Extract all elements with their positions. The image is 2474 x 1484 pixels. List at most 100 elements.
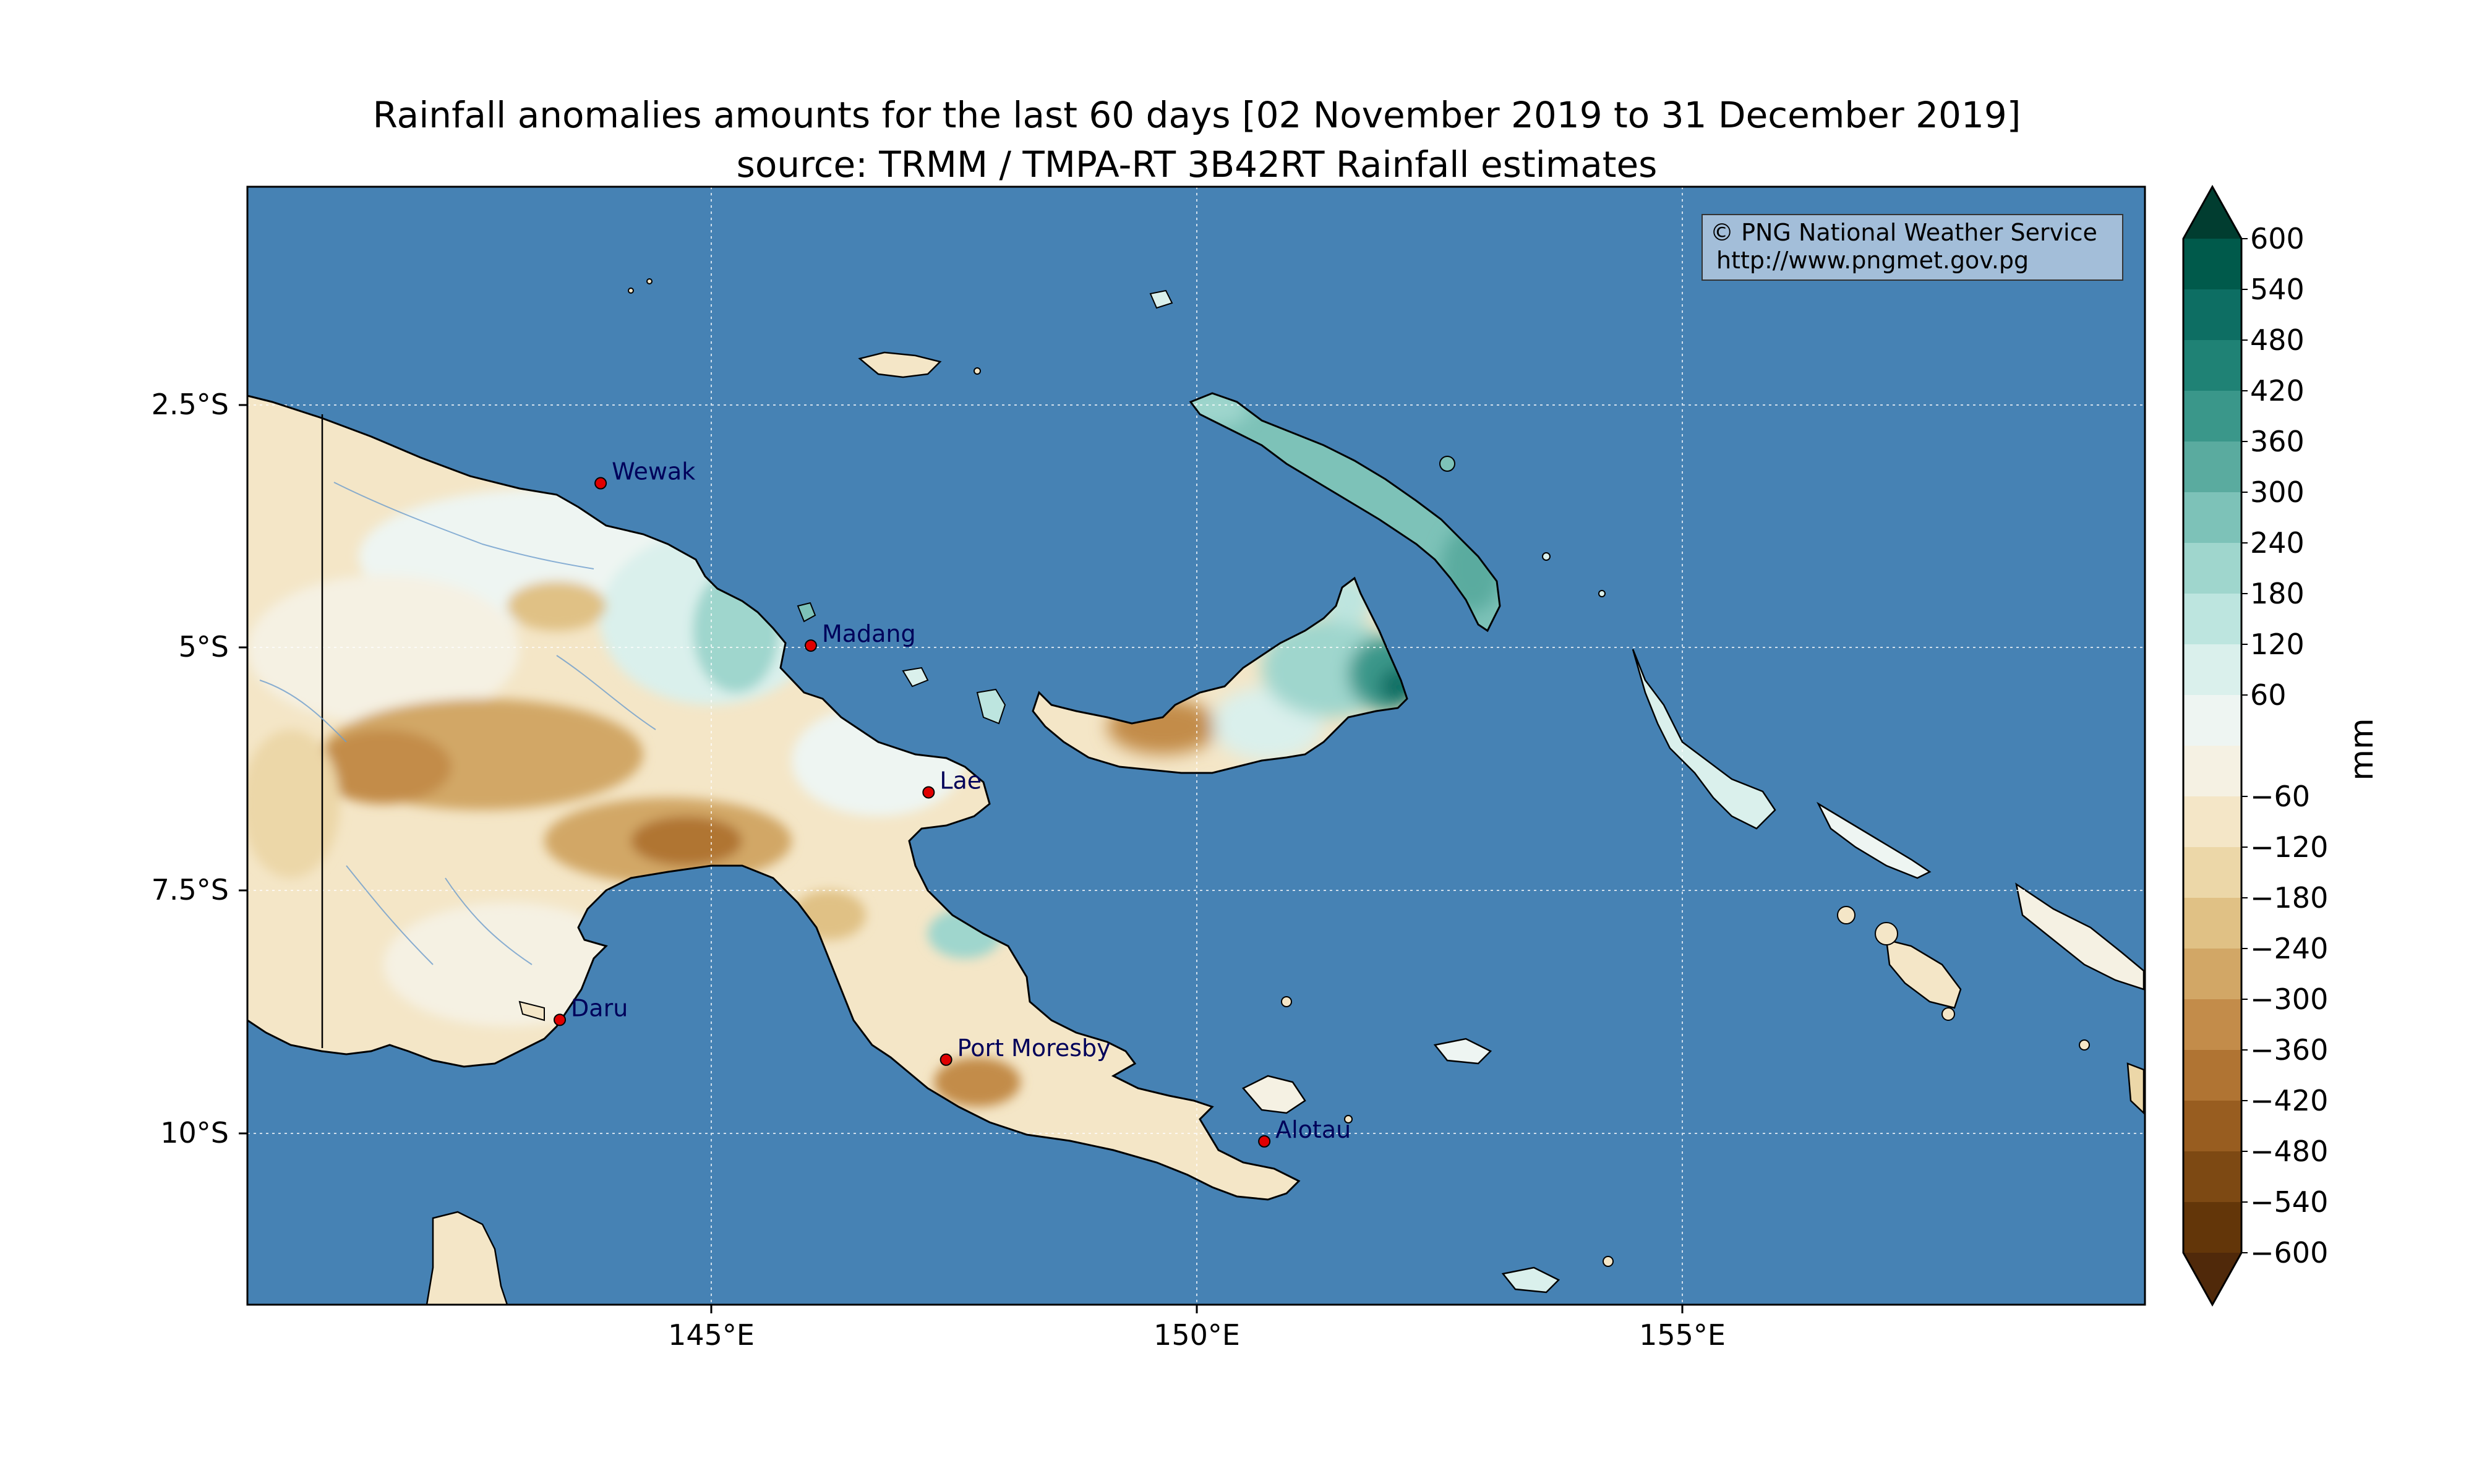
colorbar-label: −480	[2250, 1135, 2328, 1168]
colorbar-label: −120	[2250, 830, 2328, 864]
isabel-island	[2015, 882, 2145, 991]
colorbar-segment	[2183, 543, 2241, 594]
colorbar-over-extension	[2183, 187, 2241, 239]
colorbar-segment	[2183, 1101, 2241, 1152]
colorbar: 600 540 480 420 360 300 240 180 120 60 −60 −120 −180…	[2182, 184, 2328, 1307]
city-label: Alotau	[1275, 1116, 1351, 1143]
rossel-island	[1501, 1266, 1560, 1294]
graticule	[247, 187, 2145, 1305]
colorbar-segment	[2183, 1050, 2241, 1101]
colorbar-segment	[2183, 746, 2241, 797]
colorbar-label: −420	[2250, 1084, 2328, 1117]
city-label: Madang	[822, 620, 916, 647]
woodlark-island	[1433, 1038, 1492, 1065]
colorbar-label: 120	[2250, 628, 2305, 661]
small-island	[1439, 456, 1455, 472]
colorbar-label: −180	[2250, 881, 2328, 915]
umboi-island	[902, 667, 929, 688]
rivers	[259, 482, 656, 965]
colorbar-segment	[2183, 1202, 2241, 1253]
colorbar-under-extension	[2183, 1253, 2241, 1305]
bougainville-island	[1632, 649, 1776, 830]
long-island	[976, 688, 1006, 725]
map-title-line2: source: TRMM / TMPA-RT 3B42RT Rainfall e…	[736, 143, 1658, 186]
city-marker	[940, 1053, 952, 1066]
colorbar-segment	[2183, 340, 2241, 391]
colorbar-label: −540	[2250, 1185, 2328, 1219]
d-entrecasteaux-islands	[1242, 1075, 1306, 1114]
lon-tick-label-155: 155°E	[1639, 1318, 1726, 1352]
colorbar-segment	[2183, 949, 2241, 1000]
colorbar-label: 240	[2250, 526, 2305, 560]
credit-line1: © PNG National Weather Service	[1710, 219, 2097, 246]
mussau-island	[1149, 289, 1173, 309]
city-label: Port Moresby	[957, 1034, 1111, 1062]
colorbar-label: −60	[2250, 780, 2310, 813]
small-island	[628, 288, 634, 294]
choiseul-island	[1816, 801, 1932, 879]
small-island	[974, 367, 981, 375]
small-island	[646, 278, 653, 284]
colorbar-label: −300	[2250, 983, 2328, 1016]
colorbar-segment	[2183, 999, 2241, 1051]
colorbar-label: 540	[2250, 273, 2305, 306]
new-georgia-island	[1885, 939, 1962, 1009]
city-label: Wewak	[612, 458, 695, 485]
small-island	[2079, 1039, 2090, 1051]
colorbar-segment	[2183, 239, 2241, 290]
new-ireland-coastline	[1189, 392, 1501, 633]
colorbar-segment	[2183, 644, 2241, 696]
colorbar-unit-label: mm	[2343, 718, 2381, 780]
cape-york-peninsula	[426, 1211, 508, 1305]
lat-tick-label-10: 10°S	[160, 1116, 229, 1149]
colorbar-segment	[2183, 289, 2241, 341]
small-island	[1542, 552, 1551, 561]
new-britain-coastline	[1032, 576, 1408, 774]
cities-layer: Wewak Madang Lae Daru Port Moresby Alotau	[554, 458, 1351, 1148]
colorbar-segment	[2183, 441, 2241, 493]
city-label: Lae	[940, 767, 982, 794]
colorbar-segment	[2183, 695, 2241, 746]
small-island	[1598, 590, 1606, 597]
colorbar-segment	[2183, 391, 2241, 442]
small-island	[1603, 1256, 1614, 1267]
credit-line2: http://www.pngmet.gov.pg	[1716, 247, 2029, 274]
small-island	[1281, 996, 1292, 1007]
mainland-coastline	[247, 394, 1301, 1201]
lat-tick-label-2-5: 2.5°S	[152, 388, 229, 421]
colorbar-segment	[2183, 1151, 2241, 1203]
credit-box: © PNG National Weather Service http://ww…	[1701, 214, 2123, 281]
colorbar-label: −600	[2250, 1236, 2328, 1269]
axis-ticks	[239, 404, 1684, 1313]
city-marker	[554, 1013, 567, 1026]
city-marker	[804, 639, 817, 652]
lat-tick-label-7-5: 7.5°S	[152, 873, 229, 906]
small-island	[1941, 1007, 1955, 1021]
colorbar-segment	[2183, 847, 2241, 898]
lat-tick-label-5: 5°S	[179, 630, 229, 663]
small-island	[1837, 906, 1856, 924]
colorbar-label: 180	[2250, 577, 2305, 610]
colorbar-label: 300	[2250, 475, 2305, 509]
colorbar-label: 420	[2250, 374, 2305, 407]
guadalcanal-island	[2126, 1062, 2145, 1115]
manus-island	[858, 351, 942, 378]
city-marker	[922, 786, 935, 799]
karkar-island	[797, 602, 816, 623]
daru-region-island	[518, 1000, 545, 1021]
city-marker	[594, 477, 607, 490]
colorbar-label: −240	[2250, 932, 2328, 965]
lon-tick-label-150: 150°E	[1154, 1318, 1240, 1352]
small-island	[1344, 1115, 1353, 1124]
map-title-line1: Rainfall anomalies amounts for the last …	[372, 94, 2021, 136]
colorbar-segment	[2183, 796, 2241, 848]
colorbar-label: −360	[2250, 1033, 2328, 1067]
colorbar-label: 360	[2250, 425, 2305, 458]
colorbar-segment	[2183, 594, 2241, 645]
colorbar-segment	[2183, 492, 2241, 544]
lon-tick-label-145: 145°E	[668, 1318, 755, 1352]
city-marker	[1258, 1135, 1271, 1148]
colorbar-segment	[2183, 898, 2241, 949]
